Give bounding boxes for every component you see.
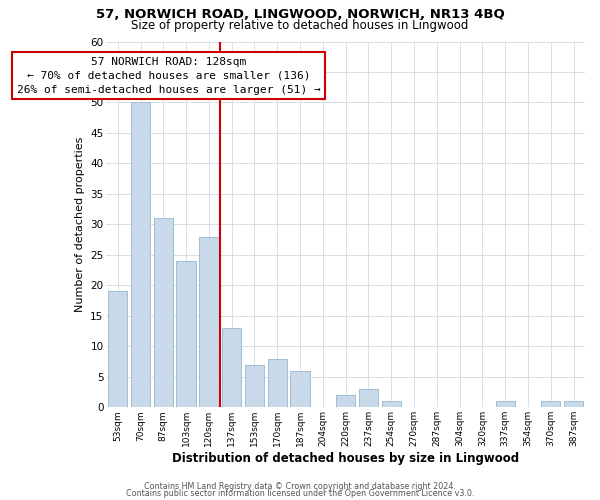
Text: Contains HM Land Registry data © Crown copyright and database right 2024.: Contains HM Land Registry data © Crown c…	[144, 482, 456, 491]
Bar	[199, 236, 218, 408]
Bar	[176, 261, 196, 408]
Y-axis label: Number of detached properties: Number of detached properties	[75, 136, 85, 312]
Text: 57, NORWICH ROAD, LINGWOOD, NORWICH, NR13 4BQ: 57, NORWICH ROAD, LINGWOOD, NORWICH, NR1…	[95, 8, 505, 20]
Text: Size of property relative to detached houses in Lingwood: Size of property relative to detached ho…	[131, 18, 469, 32]
Bar	[564, 401, 583, 407]
Bar	[290, 370, 310, 408]
Bar	[245, 364, 264, 408]
Text: 57 NORWICH ROAD: 128sqm
← 70% of detached houses are smaller (136)
26% of semi-d: 57 NORWICH ROAD: 128sqm ← 70% of detache…	[17, 56, 320, 94]
Bar	[108, 292, 127, 408]
Bar	[496, 401, 515, 407]
Bar	[382, 401, 401, 407]
Text: Contains public sector information licensed under the Open Government Licence v3: Contains public sector information licen…	[126, 489, 474, 498]
Bar	[268, 358, 287, 408]
Bar	[359, 389, 378, 407]
Bar	[222, 328, 241, 407]
X-axis label: Distribution of detached houses by size in Lingwood: Distribution of detached houses by size …	[172, 452, 519, 465]
Bar	[336, 395, 355, 407]
Bar	[131, 102, 150, 408]
Bar	[541, 401, 560, 407]
Bar	[154, 218, 173, 408]
